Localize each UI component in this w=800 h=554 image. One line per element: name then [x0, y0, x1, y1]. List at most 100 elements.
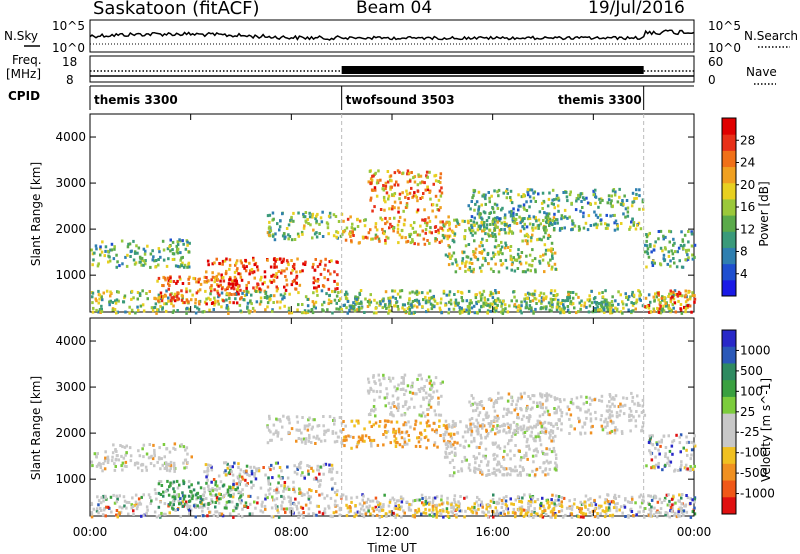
power-cell — [311, 236, 314, 240]
power-cell — [429, 197, 432, 201]
power-cell — [461, 310, 464, 314]
power-cell — [383, 198, 386, 202]
power-cell — [544, 252, 547, 256]
power-cell — [609, 308, 612, 312]
power-cell — [470, 306, 474, 310]
velocity-cell — [481, 426, 484, 430]
power-cell — [542, 296, 545, 300]
power-cell — [532, 311, 535, 315]
power-cell — [626, 297, 630, 301]
power-cell — [141, 258, 144, 262]
velocity-cell — [140, 495, 143, 499]
velocity-cell — [519, 458, 523, 462]
velocity-cell — [342, 428, 345, 431]
power-cell — [188, 241, 191, 245]
power-cell — [526, 190, 529, 194]
velocity-cell — [429, 379, 432, 383]
power-cell — [482, 304, 485, 308]
velocity-cell — [603, 501, 607, 505]
power-cell — [318, 262, 322, 266]
velocity-cell — [603, 420, 606, 424]
power-cell — [610, 199, 613, 203]
velocity-cell — [206, 506, 210, 510]
power-cell — [530, 264, 534, 268]
power-cell — [550, 289, 553, 293]
velocity-cell — [389, 406, 393, 410]
power-cell — [634, 227, 638, 231]
velocity-cell — [160, 457, 163, 461]
power-cell — [468, 226, 471, 230]
power-cell — [557, 298, 560, 302]
power-cell — [580, 299, 583, 303]
power-cell — [449, 302, 453, 306]
velocity-cell — [613, 502, 617, 506]
velocity-cell — [538, 466, 542, 470]
power-cell — [687, 248, 690, 252]
velocity-cell — [191, 497, 194, 501]
power-cell — [641, 198, 645, 202]
velocity-cell — [400, 500, 404, 504]
power-cell — [522, 203, 526, 207]
power-cell — [447, 300, 451, 304]
velocity-cell — [498, 424, 502, 428]
velocity-cell — [118, 505, 121, 509]
power-cell — [415, 298, 419, 302]
velocity-cell — [366, 389, 370, 393]
power-cell — [235, 261, 238, 265]
cpid-mode-label: twofsound 3503 — [346, 93, 455, 107]
power-cell — [290, 311, 294, 315]
velocity-cell — [173, 497, 177, 501]
power-cell — [219, 279, 222, 283]
power-cell — [495, 203, 499, 207]
power-cell — [693, 297, 697, 301]
power-cell — [551, 219, 555, 222]
power-cell — [197, 280, 200, 284]
velocity-cell — [617, 405, 621, 409]
velocity-cell — [392, 498, 396, 502]
velocity-cell — [654, 510, 658, 514]
power-cell — [279, 219, 282, 223]
power-cell — [546, 219, 550, 223]
velocity-cell — [548, 413, 551, 417]
velocity-cell — [477, 413, 480, 417]
power-cell — [380, 218, 384, 222]
velocity-cell — [536, 498, 540, 501]
velocity-cell — [199, 496, 203, 500]
power-cell — [401, 171, 405, 175]
velocity-cell — [147, 493, 151, 497]
power-cell — [613, 228, 617, 232]
power-cell — [442, 289, 446, 293]
power-cell — [306, 304, 310, 308]
power-cell — [433, 305, 436, 309]
power-cell — [107, 254, 110, 258]
power-cell — [255, 285, 258, 289]
power-cell — [664, 235, 667, 239]
power-cell — [244, 269, 248, 273]
power-cell — [666, 262, 669, 266]
velocity-cell — [177, 499, 180, 503]
velocity-cell — [403, 511, 406, 515]
power-cell — [115, 265, 118, 269]
power-cell — [582, 215, 585, 219]
power-cell — [324, 257, 327, 261]
velocity-cell — [134, 500, 138, 504]
velocity-cell — [214, 488, 217, 491]
velocity-cell — [613, 429, 617, 433]
velocity-cell — [634, 501, 637, 505]
velocity-cell — [127, 501, 131, 504]
power-cell — [617, 302, 620, 306]
power-cell — [453, 234, 456, 237]
power-cell — [546, 204, 550, 208]
power-cell — [451, 262, 454, 266]
velocity-cell — [478, 446, 481, 449]
velocity-cell — [636, 394, 639, 398]
velocity-cell — [372, 423, 375, 427]
power-cell — [605, 213, 608, 217]
velocity-cell — [426, 413, 430, 417]
power-cell — [616, 307, 619, 311]
power-cell — [463, 237, 466, 241]
power-cell — [534, 270, 537, 274]
velocity-cell — [248, 512, 252, 516]
velocity-cell — [103, 467, 107, 471]
velocity-cell — [413, 405, 416, 409]
